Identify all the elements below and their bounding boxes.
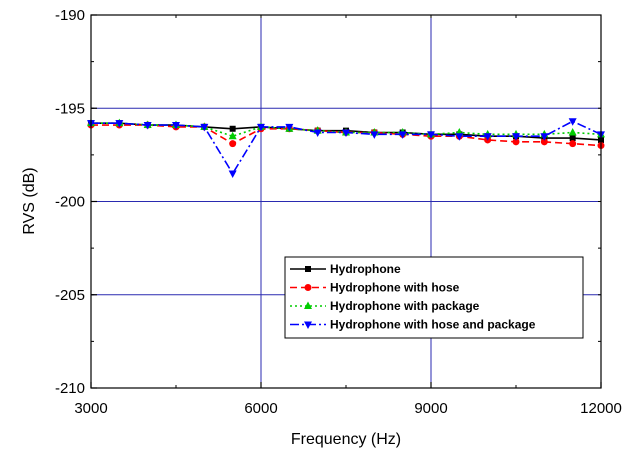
data-point-triangle-up [228,131,237,140]
legend-label: Hydrophone with hose and package [330,318,536,332]
data-point-square [569,135,576,142]
legend-label: Hydrophone with package [330,299,480,313]
y-tick-label: -200 [55,194,85,211]
data-point-triangle-down [398,131,407,139]
data-point-triangle-up [568,127,577,136]
data-point-circle [569,140,577,148]
series-layer [87,118,605,179]
data-point-triangle-down [304,321,312,329]
y-axis-ticks: -210 -205 -200 -195 -190 [55,7,97,397]
y-tick-label: -190 [55,7,85,24]
x-tick-label: 9000 [414,400,447,417]
data-point-triangle-down [427,131,435,139]
data-point-square [305,266,311,272]
data-point-triangle-down [512,133,520,141]
data-point-triangle-down [313,129,322,137]
x-tick-label: 6000 [244,400,277,417]
data-point-triangle-down [115,120,124,128]
data-point-triangle-down [228,170,237,179]
y-tick-label: -205 [55,287,85,304]
data-point-circle [304,284,312,291]
legend-box [284,256,584,339]
data-point-triangle-down [257,123,265,132]
data-point-triangle-down [342,129,350,137]
data-point-triangle-down [540,133,549,141]
data-point-triangle-down [143,122,152,130]
x-axis-label: Frequency (Hz) [291,431,401,448]
data-point-triangle-down [200,123,209,132]
series-group [87,118,605,179]
data-point-triangle-down [568,118,577,126]
x-tick-label: 12000 [580,400,622,417]
data-point-triangle-down [285,123,294,132]
data-point-triangle-up [304,301,312,309]
data-point-circle [512,138,520,146]
legend-label: Hydrophone [330,262,401,276]
data-point-circle [540,138,548,146]
x-tick-label: 3000 [74,400,107,417]
data-point-square [229,125,236,132]
y-tick-label: -195 [55,100,85,117]
legend: Hydrophone Hydrophone with hose Hydrophone… [284,256,584,339]
data-point-triangle-down [370,131,379,139]
data-point-triangle-down [483,133,492,141]
legend-label: Hydrophone with hose [330,281,460,295]
y-tick-label: -210 [55,380,85,397]
data-point-triangle-down [455,133,464,141]
y-axis-label: RVS (dB) [21,167,38,234]
x-axis-ticks: 3000 6000 9000 12000 [74,382,622,417]
data-point-circle [229,140,237,148]
data-point-triangle-down [172,122,180,130]
